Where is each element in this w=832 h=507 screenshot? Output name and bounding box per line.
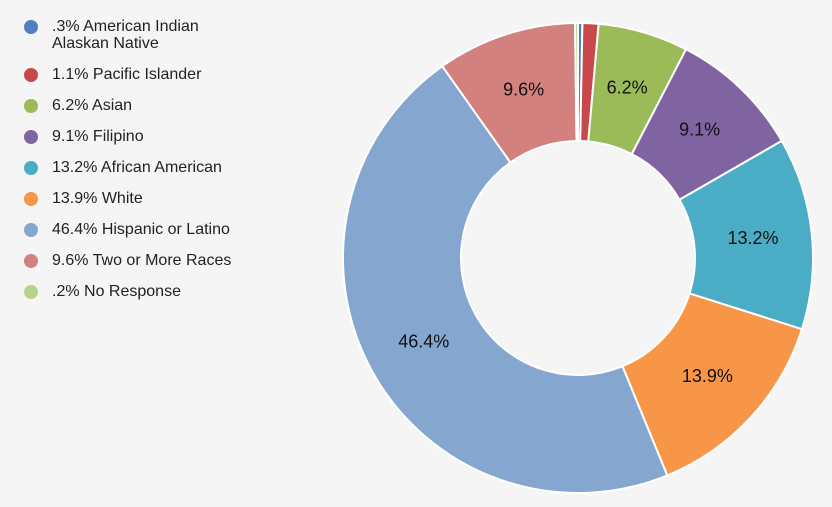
slice-data-label: 46.4% — [398, 332, 449, 352]
legend-label: .2% No Response — [52, 283, 181, 300]
legend-swatch — [24, 20, 38, 34]
legend-swatch — [24, 223, 38, 237]
slice-data-label: 13.9% — [682, 366, 733, 386]
legend-item: 13.9% White — [22, 190, 322, 207]
legend-swatch — [24, 68, 38, 82]
legend-label: 13.2% African American — [52, 159, 222, 176]
legend-swatch — [24, 192, 38, 206]
donut-slice — [678, 139, 814, 331]
legend-label: 1.1% Pacific Islander — [52, 66, 202, 83]
legend-swatch — [24, 130, 38, 144]
legend-swatch — [24, 254, 38, 268]
donut-slice — [342, 64, 669, 494]
legend-item: 9.1% Filipino — [22, 128, 322, 145]
slice-data-label: 9.6% — [503, 79, 544, 99]
donut-slice — [621, 292, 804, 477]
legend-item: 13.2% African American — [22, 159, 322, 176]
legend-item: .2% No Response — [22, 283, 322, 300]
slice-data-label: 9.1% — [679, 120, 720, 140]
donut-slice — [574, 21, 579, 143]
legend-swatch — [24, 285, 38, 299]
slice-data-label: 6.2% — [607, 78, 648, 98]
legend-label: 9.6% Two or More Races — [52, 252, 232, 269]
legend-label: .3% American Indian Alaskan Native — [52, 18, 199, 52]
legend-label: 46.4% Hispanic or Latino — [52, 221, 230, 238]
legend-item: 6.2% Asian — [22, 97, 322, 114]
legend-item: 1.1% Pacific Islander — [22, 66, 322, 83]
slice-data-label: 13.2% — [727, 228, 778, 248]
legend-item: 46.4% Hispanic or Latino — [22, 221, 322, 238]
legend-label: 9.1% Filipino — [52, 128, 144, 145]
legend-swatch — [24, 99, 38, 113]
legend-item: 9.6% Two or More Races — [22, 252, 322, 269]
legend-label: 6.2% Asian — [52, 97, 133, 114]
legend-swatch — [24, 161, 38, 175]
legend-item: .3% American Indian Alaskan Native — [22, 18, 322, 52]
legend: .3% American Indian Alaskan Native 1.1% P… — [22, 18, 322, 314]
legend-label: 13.9% White — [52, 190, 143, 207]
